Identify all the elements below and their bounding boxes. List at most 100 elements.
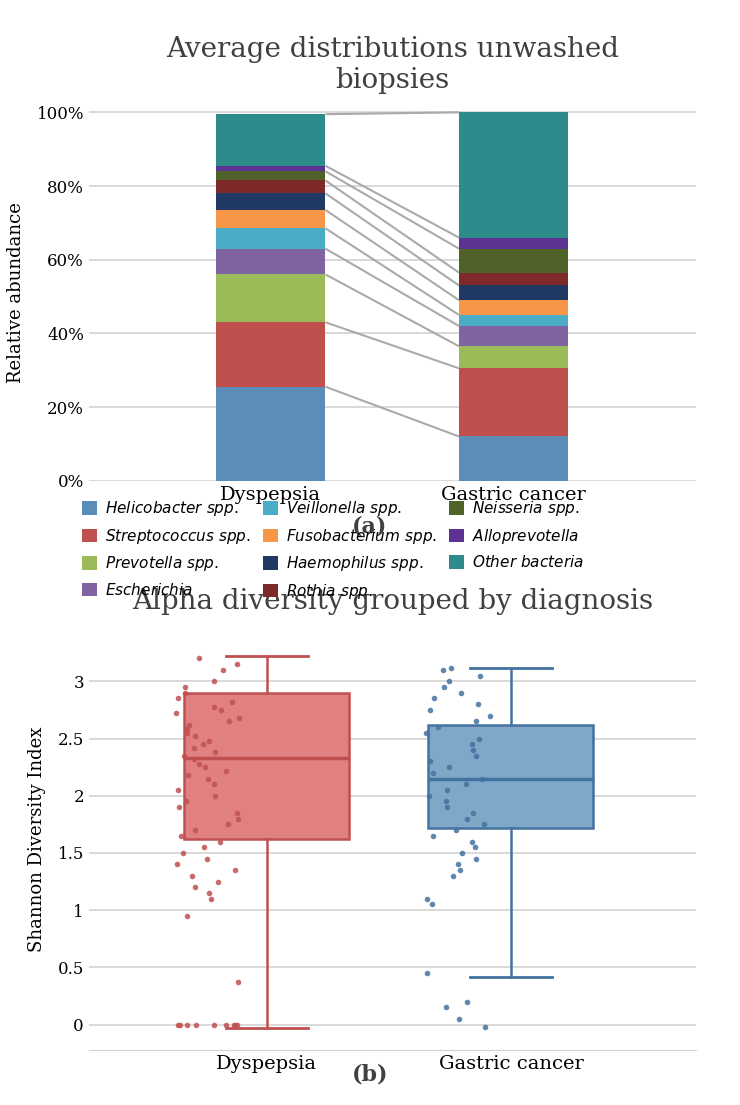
Point [420,724,431,741]
Point [457,844,468,862]
Point [180,792,192,810]
Point [468,804,480,822]
Point [443,758,455,776]
Point [175,1015,186,1033]
Point [231,804,243,822]
Text: (a): (a) [352,516,388,538]
Bar [459,301,568,315]
Point [204,732,215,749]
Point [188,750,200,768]
Point [232,974,244,991]
Point [454,861,465,878]
Point [470,850,482,867]
Point [208,776,220,793]
Point [469,839,481,856]
Point [199,758,211,776]
Point [170,705,182,723]
Point [181,720,192,738]
Point [182,766,194,783]
Bar [459,249,568,273]
Point [178,747,189,765]
Title: Alpha diversity grouped by diagnosis: Alpha diversity grouped by diagnosis [132,588,653,615]
Point [228,1015,240,1033]
Bar [459,436,568,481]
Point [460,776,472,793]
Point [424,753,436,770]
Point [173,798,185,815]
Point [479,1018,491,1035]
Point [432,718,444,736]
Point [421,965,433,982]
Point [189,727,201,745]
Point [201,850,213,867]
Bar [216,171,326,180]
Point [451,821,462,839]
Point [189,878,201,896]
Point [466,833,478,851]
Bar [216,274,326,323]
Point [232,810,244,828]
Point [209,787,221,804]
Point [470,747,482,765]
Bar [459,273,568,285]
Bar [216,180,326,193]
Point [452,855,464,873]
Point [203,770,215,788]
Point [181,724,192,741]
Point [186,867,198,885]
Point [461,993,473,1011]
Point [193,755,205,772]
Point [426,896,438,914]
Point [445,659,457,676]
Point [208,697,220,715]
Point [427,827,439,844]
Point [215,701,227,718]
Point [468,741,480,759]
Point [485,707,497,725]
Bar [216,387,326,481]
Point [188,739,200,757]
Point [190,1015,202,1033]
Point [466,736,478,754]
Point [428,690,440,707]
Point [229,1015,241,1033]
Bar [459,315,568,326]
Bar [459,238,568,249]
Point [438,678,450,696]
Point [453,1010,465,1028]
Point [189,821,201,839]
Point [181,1015,193,1033]
Point [232,655,243,673]
Point [472,695,484,713]
Point [448,867,460,885]
Title: Average distributions unwashed
biopsies: Average distributions unwashed biopsies [166,36,619,94]
Bar [216,229,326,249]
Point [220,1015,232,1033]
Bar [428,725,593,828]
Point [181,907,192,925]
Y-axis label: Shannon Diversity Index: Shannon Diversity Index [28,727,47,953]
Point [221,761,232,779]
Point [205,890,217,907]
Bar [459,368,568,436]
Bar [216,323,326,387]
Point [232,709,244,727]
Point [473,729,485,747]
Point [171,855,183,873]
Point [229,861,240,878]
Point [441,781,453,799]
Point [437,661,449,678]
Point [441,798,453,815]
Point [172,1015,184,1033]
Point [203,884,215,902]
Bar [459,285,568,301]
Point [474,666,485,684]
Point [175,827,187,844]
Point [476,770,488,788]
Point [423,787,435,804]
Bar [459,113,568,238]
Bar [216,114,326,166]
Point [208,1015,220,1033]
Point [421,890,433,907]
Point [208,673,220,691]
